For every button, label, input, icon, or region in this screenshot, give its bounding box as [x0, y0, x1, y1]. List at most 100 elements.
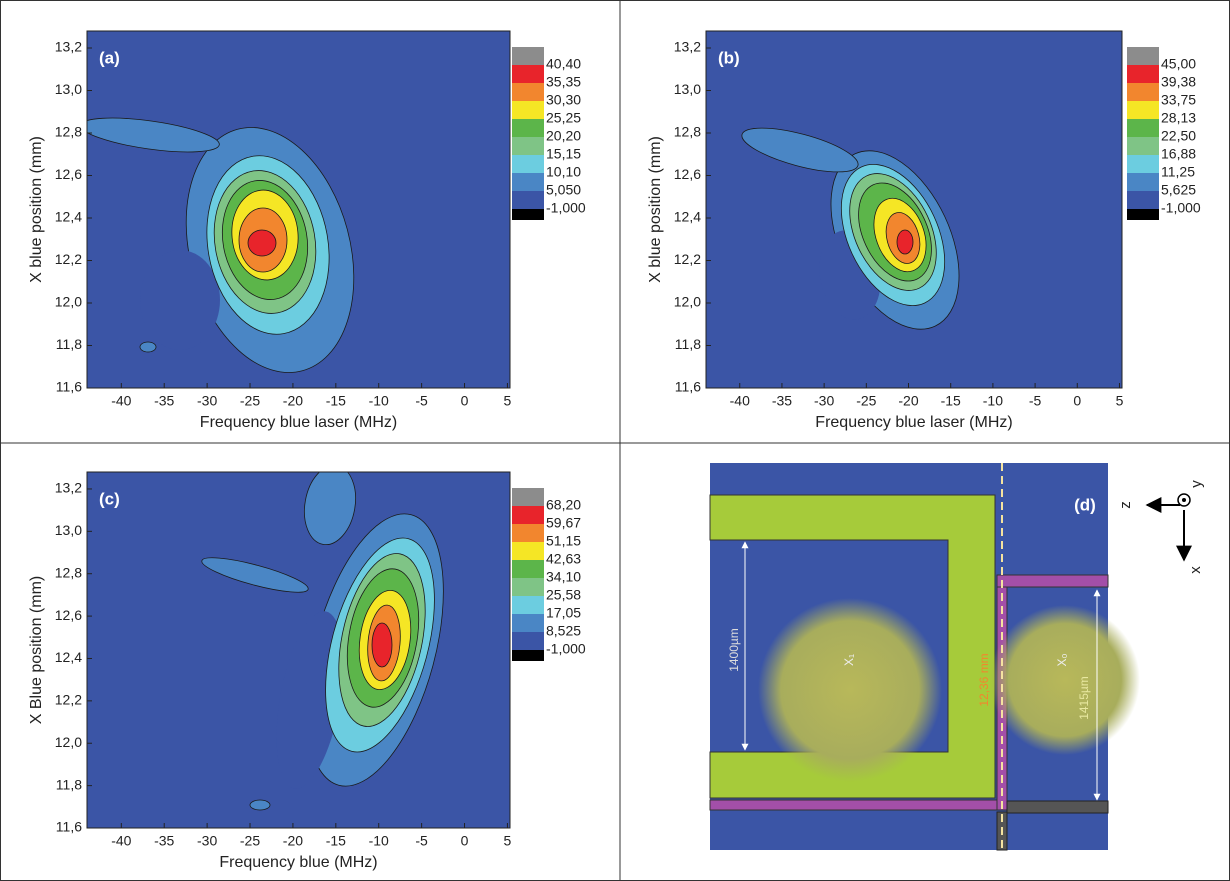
y-tick-label: 12,0: [674, 294, 701, 310]
axis-name: z: [1117, 501, 1134, 509]
contours: [201, 472, 444, 811]
y-tick-label: 13,2: [55, 480, 82, 496]
colorbar-box: [512, 596, 544, 614]
x-tick-label: -15: [941, 393, 961, 409]
label: 1400µm: [727, 628, 741, 672]
y-tick-label: 12,8: [674, 124, 701, 140]
x-tick-label: -35: [154, 833, 174, 849]
label: X₀: [1055, 653, 1069, 666]
x-tick-label: -35: [772, 393, 792, 409]
colorbar-box: [512, 488, 544, 506]
y-tick-label: 12,8: [55, 124, 82, 140]
colorbar-label: 10,10: [546, 164, 581, 180]
axis-name: y: [1188, 480, 1205, 488]
strip: [996, 574, 1109, 588]
x-tick-label: -40: [111, 833, 131, 849]
colorbar-label: 25,58: [546, 587, 581, 603]
y-tick-label: 11,8: [675, 336, 701, 352]
colorbar-box: [1127, 83, 1159, 101]
colorbar-label: 51,15: [546, 533, 581, 549]
y-tick-label: 13,0: [674, 81, 701, 97]
y-tick-label: 12,6: [55, 607, 82, 623]
colorbar-box: [1127, 137, 1159, 155]
colorbar-box: [512, 578, 544, 596]
y-tick-label: 11,8: [56, 776, 82, 792]
colorbar-box: [512, 155, 544, 173]
panel-label: (c): [99, 489, 120, 508]
colorbar-box: [512, 560, 544, 578]
label: 12,36 mm: [977, 653, 991, 706]
colorbar-box: [1127, 101, 1159, 119]
colorbar-box: [1127, 209, 1159, 220]
x-axis-title: Frequency blue laser (MHz): [200, 414, 397, 431]
colorbar-label: 25,25: [546, 110, 581, 126]
colorbar-box: [512, 209, 544, 220]
plot-frame: [86, 471, 511, 829]
colorbar-box: [512, 524, 544, 542]
y-tick-label: 12,4: [674, 209, 701, 225]
y-tick-label: 12,2: [55, 692, 82, 708]
x-tick-label: 5: [1116, 393, 1124, 409]
diagram: 1400µm X₁ 12,36 mm X₀ 1415µm (d) z y x: [709, 463, 1205, 851]
colorbar-label: 11,25: [1161, 164, 1195, 180]
x-tick-label: -15: [326, 393, 346, 409]
colorbar-box: [512, 83, 544, 101]
colorbar-label: 33,75: [1161, 92, 1196, 108]
colorbar-label: 59,67: [546, 515, 581, 531]
colorbar-box: [512, 506, 544, 524]
colorbar-label: 34,10: [546, 569, 581, 585]
colorbar-box: [1127, 173, 1159, 191]
x-tick-label: -20: [898, 393, 918, 409]
colorbar-box: [512, 191, 544, 209]
colorbar-box: [512, 614, 544, 632]
x-tick-label: 0: [461, 393, 469, 409]
y-tick-label: 11,6: [675, 379, 701, 395]
strip: [1006, 800, 1109, 814]
strip: [709, 799, 1001, 811]
y-tick-label: 12,2: [55, 251, 82, 267]
y-tick-label: 12,8: [55, 564, 82, 580]
colorbar-label: -1,000: [546, 200, 586, 216]
colorbar-label: -1,000: [1161, 200, 1201, 216]
axis-name: x: [1187, 566, 1204, 574]
y-tick-label: 11,8: [56, 336, 82, 352]
x-tick-label: -30: [814, 393, 834, 409]
y-axis-title: X blue position (mm): [28, 136, 45, 283]
x-axis-title: Frequency blue laser (MHz): [815, 414, 1012, 431]
colorbar-label: 22,50: [1161, 128, 1196, 144]
contour-region: [249, 799, 271, 811]
contour-region: [247, 229, 277, 257]
colorbar-label: 16,88: [1161, 146, 1196, 162]
axis-out: [1182, 498, 1186, 502]
colorbar-label: 40,40: [546, 56, 581, 72]
y-tick-label: 13,0: [55, 522, 82, 538]
colorbar-box: [1127, 65, 1159, 83]
x-tick-label: -10: [369, 393, 389, 409]
contour-region: [201, 557, 309, 593]
colorbar-box: [512, 632, 544, 650]
x-tick-label: -25: [856, 393, 876, 409]
x-tick-label: -35: [154, 393, 174, 409]
y-tick-label: 12,4: [55, 649, 82, 665]
contour-region: [276, 611, 344, 789]
colorbar-box: [512, 119, 544, 137]
x-tick-label: 0: [461, 833, 469, 849]
y-axis-title: X Blue position (mm): [28, 576, 45, 725]
colorbar-label: 42,63: [546, 551, 581, 567]
x-axis-title: Frequency blue (MHz): [219, 854, 377, 871]
x-tick-label: -30: [197, 393, 217, 409]
y-tick-label: 13,2: [674, 39, 701, 55]
y-tick-label: 12,6: [55, 166, 82, 182]
x-tick-label: -20: [283, 833, 303, 849]
colorbar-box: [1127, 191, 1159, 209]
colorbar-box: [1127, 119, 1159, 137]
plot-frame: [705, 30, 1123, 389]
x-tick-label: -25: [240, 833, 260, 849]
contours: [741, 127, 960, 330]
x-tick-label: -15: [326, 833, 346, 849]
y-tick-label: 12,2: [674, 251, 701, 267]
label: 1415µm: [1077, 676, 1091, 720]
contour-region: [896, 229, 914, 255]
x-tick-label: -25: [240, 393, 260, 409]
x-tick-label: -40: [730, 393, 750, 409]
